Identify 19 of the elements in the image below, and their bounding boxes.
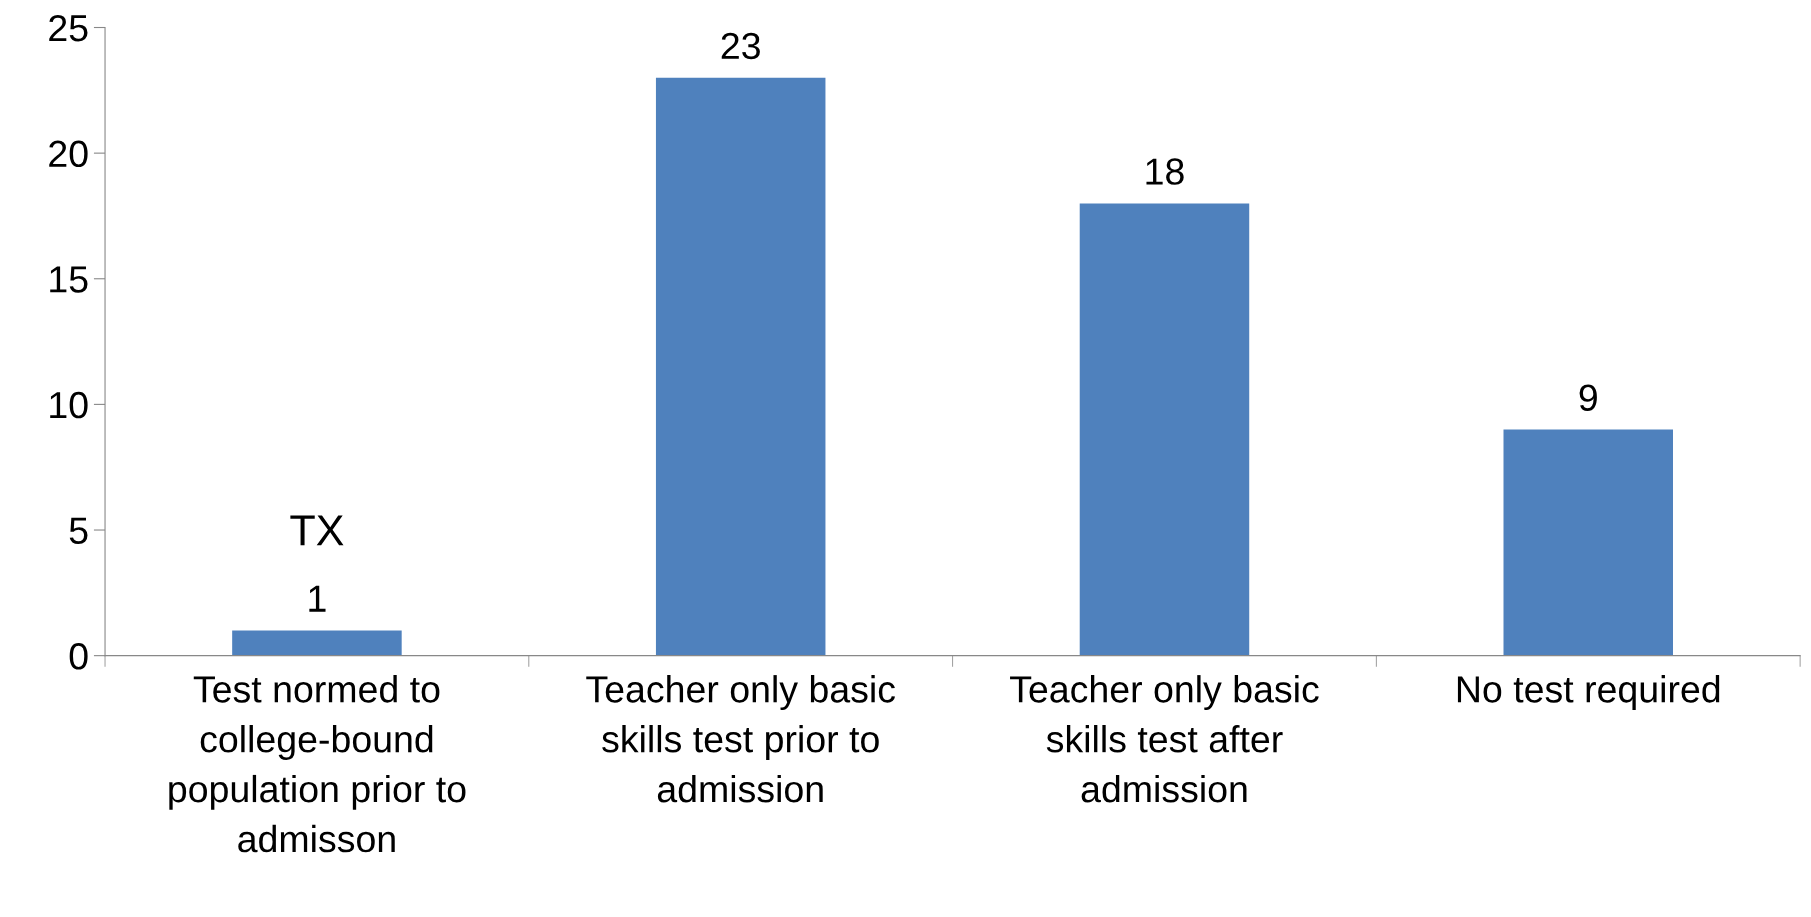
bar bbox=[655, 77, 826, 656]
x-tick-label: No test required bbox=[1457, 675, 1720, 711]
y-tick-label: 20 bbox=[49, 140, 88, 168]
y-tick-label: 25 bbox=[49, 14, 88, 42]
x-tick-label: Teacher only basic skills test prior to admission bbox=[586, 675, 895, 803]
data-label: 9 bbox=[1579, 384, 1597, 411]
annotation: TX bbox=[290, 515, 344, 546]
y-tick-label: 5 bbox=[69, 517, 88, 544]
x-tick-label: Test normed to college-bound population prior to admisson bbox=[169, 675, 466, 853]
bar bbox=[1503, 429, 1673, 656]
x-tick-label: Teacher only basic skills test after admission bbox=[1010, 675, 1319, 803]
bar bbox=[232, 630, 402, 656]
y-tick-label: 10 bbox=[50, 391, 88, 419]
data-label: 23 bbox=[721, 32, 760, 60]
y-tick-label: 15 bbox=[50, 266, 88, 293]
data-label: 18 bbox=[1146, 158, 1184, 185]
bar bbox=[1079, 203, 1250, 656]
data-label: 1 bbox=[309, 585, 326, 612]
y-tick-label: 0 bbox=[69, 643, 88, 670]
